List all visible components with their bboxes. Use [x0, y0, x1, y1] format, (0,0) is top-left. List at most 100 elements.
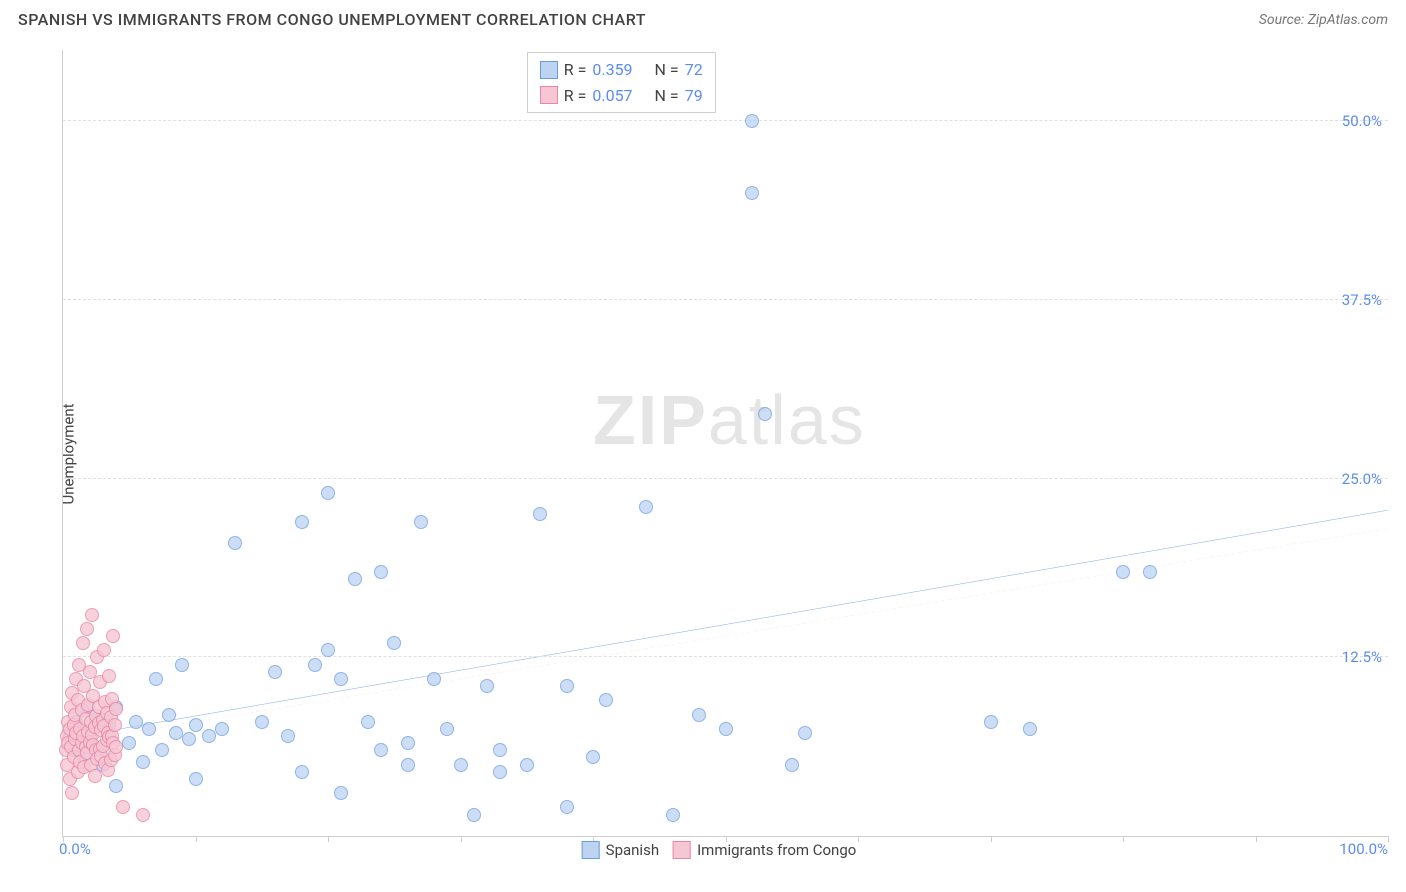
gridline [63, 299, 1388, 300]
data-point [155, 743, 169, 757]
data-point [334, 672, 348, 686]
data-point [745, 114, 759, 128]
data-point [109, 740, 123, 754]
data-point [202, 729, 216, 743]
data-point [215, 722, 229, 736]
data-point [281, 729, 295, 743]
data-point [1143, 565, 1157, 579]
data-point [374, 565, 388, 579]
data-point [106, 629, 120, 643]
data-point [374, 743, 388, 757]
trend-line [63, 529, 1388, 743]
data-point [142, 722, 156, 736]
data-point [1116, 565, 1130, 579]
n-value: 72 [685, 57, 703, 83]
data-point [255, 715, 269, 729]
data-point [308, 658, 322, 672]
data-point [692, 708, 706, 722]
y-tick-label: 37.5% [1342, 291, 1382, 309]
plot-area: ZIPatlas R = 0.359N = 72R = 0.057N = 79 … [62, 50, 1388, 837]
data-point [228, 536, 242, 550]
data-point [361, 715, 375, 729]
source-link[interactable]: ZipAtlas.com [1308, 12, 1388, 28]
data-point [122, 736, 136, 750]
r-label: R = [564, 57, 587, 83]
gridline [63, 478, 1388, 479]
x-tick [1388, 836, 1389, 842]
data-point [321, 486, 335, 500]
x-tick [196, 836, 197, 842]
data-point [560, 679, 574, 693]
data-point [334, 786, 348, 800]
x-tick [858, 836, 859, 842]
y-tick-label: 25.0% [1342, 470, 1382, 488]
data-point [560, 800, 574, 814]
r-value: 0.359 [592, 57, 632, 83]
gridline [63, 656, 1388, 657]
data-point [80, 622, 94, 636]
data-point [348, 572, 362, 586]
data-point [149, 672, 163, 686]
x-tick [328, 836, 329, 842]
x-tick-label: 100.0% [1339, 840, 1388, 858]
data-point [520, 758, 534, 772]
r-label: R = [564, 83, 587, 109]
correlation-legend: R = 0.359 N = 72R = 0.057N = 79 [527, 52, 716, 113]
chart-container: Unemployment ZIPatlas R = 0.359N = 72R =… [50, 50, 1388, 857]
x-tick [991, 836, 992, 842]
series-name: Spanish [606, 841, 659, 859]
data-point [97, 643, 111, 657]
legend-swatch [540, 61, 558, 79]
data-point [175, 658, 189, 672]
legend-stat-row: R = 0.057N = 79 [540, 83, 703, 109]
data-point [169, 726, 183, 740]
series-legend-item: Spanish [582, 841, 659, 859]
r-value: 0.057 [592, 83, 632, 109]
data-point [136, 808, 150, 822]
legend-stat-row: R = 0.359 N = 72 [540, 57, 703, 83]
data-point [116, 800, 130, 814]
data-point [467, 808, 481, 822]
trend-line [63, 510, 1388, 739]
data-point [76, 636, 90, 650]
series-legend: Spanish Immigrants from Congo [582, 841, 857, 859]
data-point [719, 722, 733, 736]
data-point [129, 715, 143, 729]
data-point [984, 715, 998, 729]
data-point [427, 672, 441, 686]
data-point [639, 500, 653, 514]
data-point [1023, 722, 1037, 736]
x-tick [461, 836, 462, 842]
data-point [480, 679, 494, 693]
n-value: 79 [685, 83, 703, 109]
legend-swatch [582, 841, 600, 859]
data-point [493, 765, 507, 779]
data-point [666, 808, 680, 822]
data-point [189, 772, 203, 786]
gridline [63, 120, 1388, 121]
data-point [440, 722, 454, 736]
y-tick-label: 12.5% [1342, 648, 1382, 666]
data-point [785, 758, 799, 772]
data-point [65, 786, 79, 800]
data-point [387, 636, 401, 650]
chart-title: SPANISH VS IMMIGRANTS FROM CONGO UNEMPLO… [18, 10, 646, 29]
data-point [182, 732, 196, 746]
n-label: N = [655, 57, 679, 83]
data-point [162, 708, 176, 722]
data-point [401, 736, 415, 750]
data-point [321, 643, 335, 657]
data-point [136, 755, 150, 769]
data-point [493, 743, 507, 757]
data-point [108, 718, 122, 732]
data-point [295, 515, 309, 529]
data-point [295, 765, 309, 779]
data-point [189, 718, 203, 732]
data-point [454, 758, 468, 772]
x-tick [1123, 836, 1124, 842]
data-point [109, 702, 123, 716]
series-legend-item: Immigrants from Congo [673, 841, 856, 859]
legend-swatch [673, 841, 691, 859]
data-point [798, 726, 812, 740]
data-point [599, 693, 613, 707]
